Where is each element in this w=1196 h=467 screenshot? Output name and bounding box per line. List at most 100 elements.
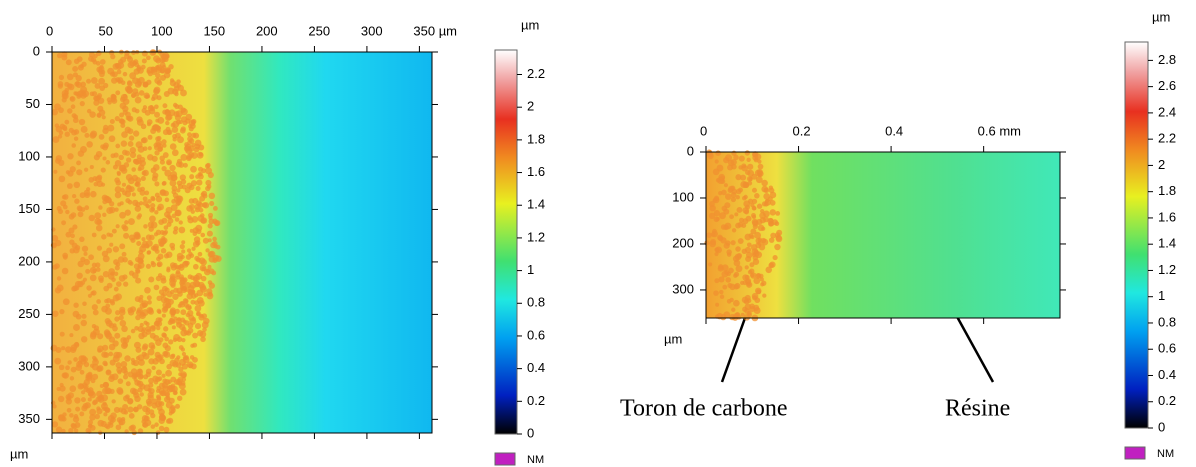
fibre-texture bbox=[197, 166, 204, 172]
fibre-texture bbox=[136, 78, 141, 83]
fibre-texture bbox=[106, 197, 113, 204]
fibre-texture bbox=[162, 378, 168, 384]
fibre-texture bbox=[163, 56, 169, 62]
fibre-texture bbox=[99, 85, 106, 92]
fibre-texture bbox=[179, 276, 185, 282]
fibre-texture bbox=[156, 262, 162, 268]
fibre-texture bbox=[713, 216, 720, 223]
fibre-texture bbox=[199, 195, 206, 202]
fibre-texture bbox=[129, 72, 137, 80]
fibre-texture bbox=[153, 86, 161, 94]
fibre-texture bbox=[147, 387, 152, 392]
y-tick-label: 100 bbox=[672, 189, 694, 204]
x-tick-label: 300 bbox=[361, 23, 383, 38]
fibre-texture bbox=[130, 328, 136, 334]
fibre-texture bbox=[130, 357, 135, 362]
fibre-texture bbox=[164, 392, 170, 398]
fibre-texture bbox=[69, 166, 76, 173]
fibre-texture bbox=[109, 242, 114, 247]
fibre-texture bbox=[80, 358, 87, 365]
fibre-texture bbox=[155, 376, 161, 383]
fibre-texture bbox=[164, 169, 172, 177]
fibre-texture bbox=[162, 291, 167, 297]
y-tick-label: 100 bbox=[18, 148, 40, 163]
fibre-texture bbox=[185, 304, 192, 311]
fibre-texture bbox=[66, 407, 72, 413]
fibre-texture bbox=[149, 207, 155, 213]
fibre-texture bbox=[167, 87, 175, 95]
fibre-texture bbox=[751, 198, 758, 205]
fibre-texture bbox=[171, 213, 177, 219]
fibre-texture bbox=[151, 93, 159, 100]
fibre-texture bbox=[141, 58, 147, 64]
fibre-texture bbox=[171, 149, 179, 157]
fibre-texture bbox=[120, 93, 128, 101]
fibre-texture bbox=[183, 260, 189, 266]
fibre-texture bbox=[760, 282, 765, 287]
colorbar-tick-label: 2.2 bbox=[1158, 131, 1176, 146]
fibre-texture bbox=[102, 156, 107, 161]
fibre-texture bbox=[154, 351, 161, 358]
fibre-texture bbox=[112, 325, 118, 332]
fibre-texture bbox=[175, 110, 183, 118]
fibre-texture bbox=[180, 179, 187, 185]
fibre-texture bbox=[770, 232, 777, 239]
fibre-texture bbox=[729, 297, 734, 303]
fibre-texture bbox=[68, 428, 74, 434]
fibre-texture bbox=[75, 74, 82, 82]
fibre-texture bbox=[142, 200, 148, 206]
colorbar-tick-label: 1.6 bbox=[1158, 209, 1176, 224]
fibre-texture bbox=[143, 224, 148, 229]
fibre-texture bbox=[163, 229, 169, 235]
fibre-texture bbox=[149, 215, 156, 223]
fibre-texture bbox=[154, 192, 160, 198]
fibre-texture bbox=[96, 299, 101, 304]
fibre-texture bbox=[123, 232, 130, 239]
fibre-texture bbox=[127, 128, 134, 135]
fibre-texture bbox=[74, 81, 80, 87]
fibre-texture bbox=[128, 425, 135, 432]
fibre-texture bbox=[146, 122, 151, 127]
fibre-texture bbox=[164, 211, 171, 218]
fibre-texture bbox=[153, 142, 159, 148]
fibre-texture bbox=[133, 130, 140, 137]
fibre-texture bbox=[208, 218, 215, 225]
fibre-texture bbox=[88, 55, 94, 62]
fibre-texture bbox=[208, 215, 213, 220]
fibre-texture bbox=[71, 143, 77, 148]
fibre-texture bbox=[69, 333, 74, 338]
fibre-texture bbox=[114, 332, 121, 339]
fibre-texture bbox=[125, 394, 130, 400]
fibre-texture bbox=[153, 55, 160, 63]
fibre-texture bbox=[179, 371, 187, 379]
fibre-texture bbox=[117, 378, 124, 385]
fibre-texture bbox=[150, 202, 156, 209]
fibre-texture bbox=[54, 263, 60, 269]
fibre-texture bbox=[96, 408, 103, 415]
fibre-texture bbox=[718, 276, 725, 283]
fibre-texture bbox=[133, 233, 140, 240]
fibre-texture bbox=[79, 236, 85, 242]
colorbar-tick-label: 1 bbox=[1158, 288, 1165, 303]
fibre-texture bbox=[101, 234, 107, 240]
fibre-texture bbox=[137, 428, 144, 434]
fibre-texture bbox=[704, 240, 710, 246]
fibre-texture bbox=[194, 203, 201, 210]
fibre-texture bbox=[205, 268, 211, 273]
fibre-texture bbox=[65, 346, 72, 353]
fibre-texture bbox=[114, 316, 120, 322]
fibre-texture bbox=[70, 104, 76, 110]
fibre-texture bbox=[767, 217, 774, 225]
fibre-texture bbox=[83, 386, 89, 392]
fibre-texture bbox=[195, 257, 201, 263]
fibre-texture bbox=[178, 323, 186, 331]
fibre-texture bbox=[727, 282, 733, 289]
fibre-texture bbox=[122, 366, 127, 371]
fibre-texture bbox=[209, 200, 215, 207]
fibre-texture bbox=[124, 209, 131, 216]
fibre-texture bbox=[121, 251, 127, 257]
colorbar-unit: µm bbox=[1152, 9, 1170, 24]
fibre-texture bbox=[94, 212, 102, 219]
fibre-texture bbox=[109, 420, 114, 425]
fibre-texture bbox=[94, 175, 102, 183]
